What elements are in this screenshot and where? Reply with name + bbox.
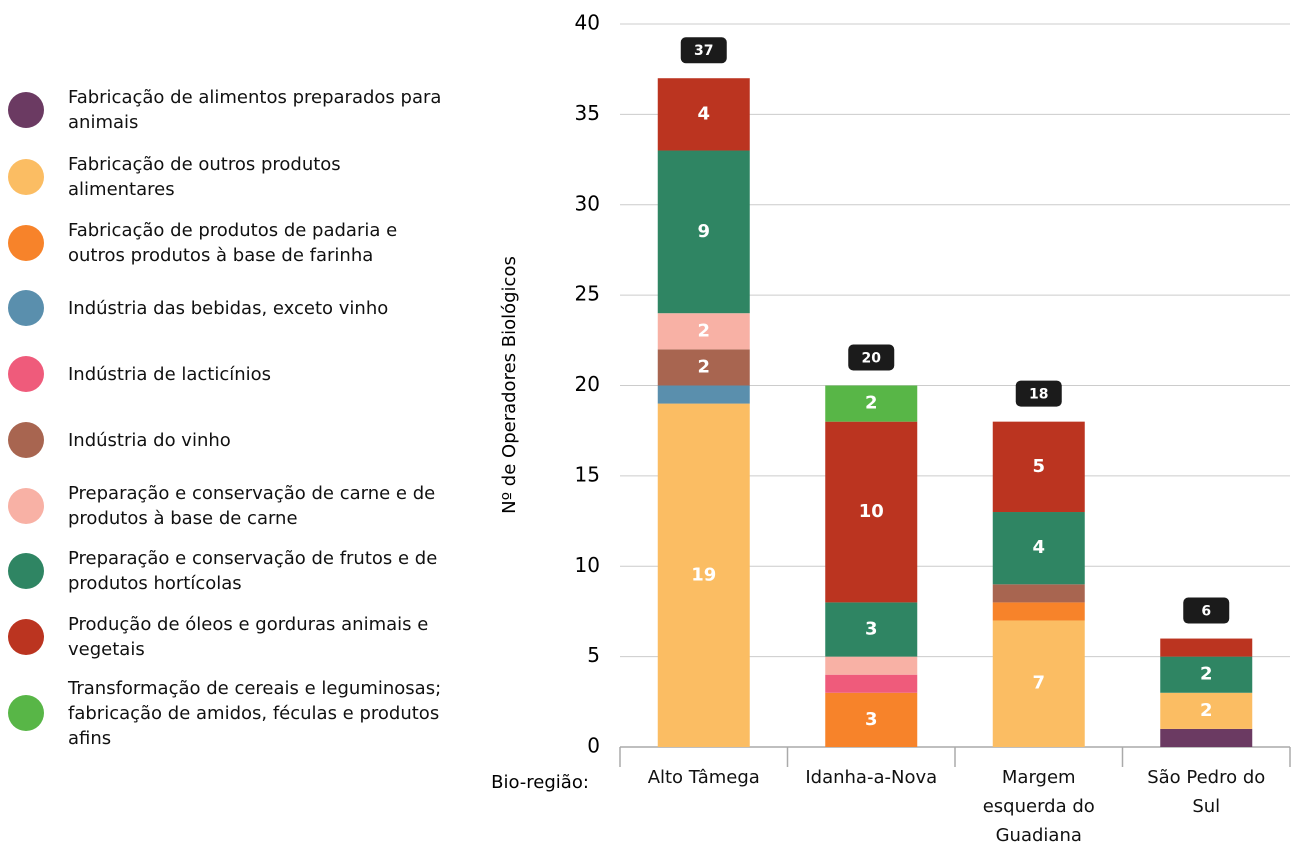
total-box <box>680 37 727 64</box>
total-label: 37 <box>694 43 713 59</box>
bar-segment <box>825 674 918 693</box>
data-label: 10 <box>859 501 884 522</box>
bar-segment <box>992 584 1085 603</box>
bar-segment <box>992 602 1085 621</box>
y-axis-label: Nº de Operadores Biológicos <box>499 256 520 514</box>
data-label: 5 <box>1032 456 1045 477</box>
x-tick-label: Alto Tâmega <box>647 767 760 788</box>
x-axis-label: Bio-região: <box>491 772 589 793</box>
bar-segment <box>1160 656 1253 693</box>
bar-segment <box>992 620 1085 747</box>
data-label: 7 <box>1032 673 1045 694</box>
total-label: 20 <box>862 351 882 367</box>
y-tick-label: 10 <box>575 553 600 577</box>
x-tick-label: São Pedro do Sul <box>1147 767 1266 817</box>
legend-label: Indústria do vinho <box>68 429 231 451</box>
legend-marker <box>8 92 44 128</box>
data-label: 4 <box>1032 537 1045 558</box>
data-label: 3 <box>865 619 878 640</box>
y-tick-label: 40 <box>575 11 600 35</box>
legend-marker <box>8 225 44 261</box>
legend-label: Indústria de lacticínios <box>68 363 272 385</box>
bar-segment <box>657 349 750 386</box>
data-label: 19 <box>691 564 716 585</box>
total-label: 18 <box>1029 387 1048 403</box>
legend-label: Fabricação de outros produtos alimentare… <box>68 154 341 200</box>
bar-segment <box>825 692 918 747</box>
bar-segment <box>1160 638 1253 657</box>
legend-label: Fabricação de produtos de padaria e outr… <box>68 220 398 266</box>
y-tick-label: 0 <box>587 734 600 758</box>
data-label: 2 <box>697 356 710 377</box>
legend-marker <box>8 159 44 195</box>
data-label: 4 <box>697 103 710 124</box>
bar-segment <box>992 512 1085 585</box>
legend-label: Preparação e conservação de carne e de p… <box>68 483 436 529</box>
legend-marker <box>8 695 44 731</box>
data-label: 2 <box>1200 664 1213 685</box>
legend-marker <box>8 619 44 655</box>
legend-label: Indústria das bebidas, exceto vinho <box>68 297 389 319</box>
bar-segment <box>825 385 918 422</box>
legend-label: Transformação de cereais e leguminosas; … <box>68 677 442 749</box>
y-tick-label: 35 <box>575 101 600 125</box>
total-box <box>848 344 895 371</box>
legend-marker <box>8 553 44 589</box>
data-label: 3 <box>865 709 878 730</box>
y-tick-label: 5 <box>587 643 600 667</box>
total-box <box>1015 380 1062 407</box>
legend-marker <box>8 488 44 524</box>
data-label: 2 <box>1200 700 1213 721</box>
data-label: 2 <box>697 320 710 341</box>
data-label: 9 <box>697 221 710 242</box>
bar-segment <box>657 313 750 350</box>
bar-segment <box>1160 692 1253 729</box>
y-tick-label: 30 <box>575 191 600 215</box>
bar-segment <box>992 421 1085 513</box>
total-label: 6 <box>1201 604 1211 620</box>
legend-marker <box>8 290 44 326</box>
bar-segment <box>825 421 918 603</box>
legend-label: Fabricação de alimentos preparados para … <box>68 87 442 133</box>
legend-marker <box>8 356 44 392</box>
bar-segment <box>1160 728 1253 747</box>
legend-label: Preparação e conservação de frutos e de … <box>68 548 438 594</box>
legend-label: Produção de óleos e gorduras animais e v… <box>68 614 429 660</box>
bar-segment <box>657 78 750 151</box>
y-tick-label: 20 <box>575 372 600 396</box>
bar-segment <box>657 385 750 404</box>
y-tick-label: 25 <box>575 282 600 306</box>
bar-segment <box>657 403 750 747</box>
bar-segment <box>825 602 918 657</box>
x-tick-label: Idanha-a-Nova <box>805 767 938 788</box>
total-box <box>1183 597 1230 624</box>
data-label: 2 <box>865 393 878 414</box>
y-tick-label: 15 <box>575 462 600 486</box>
bar-segment <box>657 150 750 314</box>
bar-segment <box>825 656 918 675</box>
legend-marker <box>8 422 44 458</box>
x-tick-label: Margem esquerda do Guadiana <box>982 767 1095 846</box>
